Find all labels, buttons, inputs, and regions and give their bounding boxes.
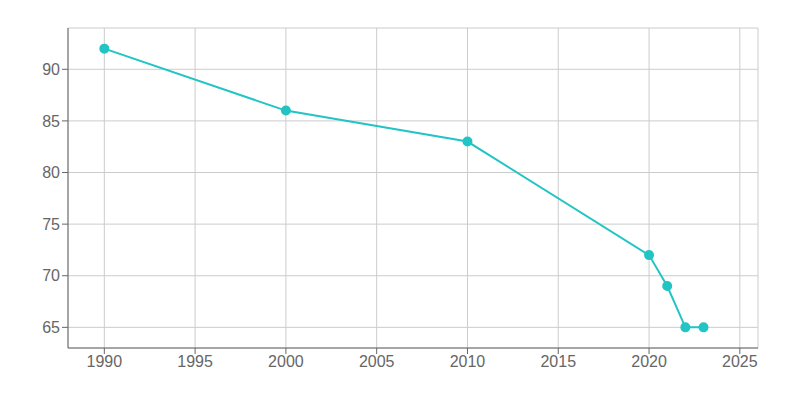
svg-text:80: 80: [42, 164, 60, 181]
svg-text:2025: 2025: [722, 353, 758, 370]
svg-text:2005: 2005: [359, 353, 395, 370]
svg-text:90: 90: [42, 61, 60, 78]
svg-text:2010: 2010: [450, 353, 486, 370]
svg-text:2000: 2000: [268, 353, 304, 370]
svg-text:70: 70: [42, 267, 60, 284]
svg-text:75: 75: [42, 216, 60, 233]
svg-text:1990: 1990: [87, 353, 123, 370]
svg-text:1995: 1995: [177, 353, 213, 370]
svg-text:65: 65: [42, 319, 60, 336]
svg-text:2015: 2015: [540, 353, 576, 370]
svg-text:2020: 2020: [631, 353, 667, 370]
svg-text:85: 85: [42, 113, 60, 130]
